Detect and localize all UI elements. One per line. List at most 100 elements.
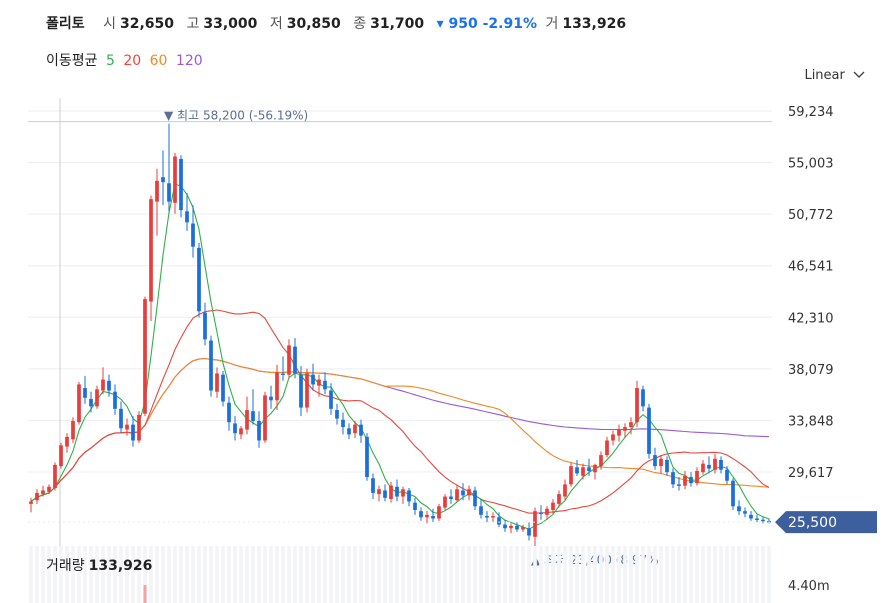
- candle-body: [47, 486, 51, 492]
- candle: [29, 497, 33, 513]
- volume-bar-bg: [35, 546, 39, 603]
- volume-bar-bg: [245, 546, 249, 603]
- candle-body: [677, 484, 681, 486]
- volume-bar-bg: [107, 546, 111, 603]
- candle: [647, 403, 651, 459]
- candle-body: [53, 464, 57, 489]
- candle-body: [755, 518, 759, 520]
- candle: [413, 497, 417, 515]
- candle-body: [713, 458, 717, 470]
- close-value: 31,700: [370, 16, 425, 32]
- volume-bar-bg: [269, 546, 273, 603]
- candle: [77, 381, 81, 425]
- volume-bar-bg: [449, 546, 453, 603]
- candle: [455, 484, 459, 502]
- candle-body: [311, 374, 315, 385]
- volume-bar-bg: [179, 546, 183, 603]
- volume-bar-bg: [323, 546, 327, 603]
- candle-body: [455, 489, 459, 501]
- volume-panel-label: 거래량 133,926: [46, 555, 152, 575]
- candle: [359, 419, 363, 443]
- candle: [713, 453, 717, 474]
- candle-body: [443, 496, 447, 508]
- candle: [101, 367, 105, 395]
- candle: [407, 488, 411, 507]
- candle: [197, 243, 201, 318]
- candle: [545, 506, 549, 520]
- candle: [323, 372, 327, 395]
- volume-bar-bg: [161, 546, 165, 603]
- candle: [605, 436, 609, 458]
- candle-body: [239, 428, 243, 435]
- scale-selector[interactable]: Linear: [804, 68, 865, 83]
- volume-bar-bg: [707, 546, 711, 603]
- candle-body: [407, 490, 411, 502]
- volume-bar-bg: [455, 546, 459, 603]
- volume-bar-bg: [143, 546, 147, 603]
- candle-body: [725, 469, 729, 481]
- ma60-legend[interactable]: 60: [149, 53, 168, 69]
- candle-body: [29, 501, 33, 504]
- ma5-line: [30, 183, 770, 530]
- volume-bar-bg: [683, 546, 687, 603]
- candle-body: [419, 511, 423, 518]
- candle-body: [659, 458, 663, 467]
- candle: [41, 485, 45, 497]
- y-tick-label: 42,310: [788, 311, 834, 326]
- candle: [131, 416, 135, 447]
- volume-bar-bg: [287, 546, 291, 603]
- volume-label: 거: [545, 16, 559, 32]
- candle-body: [701, 463, 705, 473]
- candle: [587, 458, 591, 476]
- ma5-legend[interactable]: 5: [105, 53, 115, 69]
- candle-body: [305, 373, 309, 408]
- volume-bar-bg: [275, 546, 279, 603]
- candle-body: [77, 384, 81, 423]
- volume-bar-bg: [407, 546, 411, 603]
- candle: [425, 511, 429, 524]
- candle-body: [41, 490, 45, 495]
- volume-bar-bg: [443, 546, 447, 603]
- candle: [731, 478, 735, 510]
- candle: [515, 522, 519, 532]
- candle-body: [335, 410, 339, 419]
- candle: [689, 472, 693, 487]
- candle: [683, 470, 687, 490]
- candle: [575, 459, 579, 476]
- candle: [593, 463, 597, 480]
- stock-name: 폴리토: [46, 16, 85, 32]
- candle: [125, 418, 129, 436]
- candle-body: [629, 422, 633, 428]
- candle-body: [449, 496, 453, 499]
- candle-body: [71, 420, 75, 440]
- y-tick-label: 50,772: [788, 208, 834, 223]
- candle: [659, 455, 663, 474]
- candle-body: [527, 528, 531, 536]
- volume-bar-bg: [263, 546, 267, 603]
- candle-body: [611, 434, 615, 441]
- candle: [707, 456, 711, 474]
- volume-bar-bg: [149, 546, 153, 603]
- candle-body: [59, 445, 63, 467]
- ma120-legend[interactable]: 120: [175, 53, 203, 69]
- candle-body: [275, 372, 279, 401]
- volume-bar-bg: [215, 546, 219, 603]
- volume-bar-bg: [191, 546, 195, 603]
- ma20-legend[interactable]: 20: [123, 53, 142, 69]
- volume-bar-bg: [227, 546, 231, 603]
- volume-bar-bg: [551, 546, 555, 603]
- volume-bar-bg: [365, 546, 369, 603]
- candle: [383, 484, 387, 502]
- y-tick-label: 55,003: [788, 157, 834, 172]
- low-label: 저: [269, 16, 283, 32]
- volume-bar-bg: [635, 546, 639, 603]
- volume-bar-bg: [95, 546, 99, 603]
- volume-bar-bg: [485, 546, 489, 603]
- candle: [293, 338, 297, 379]
- candle-body: [509, 525, 513, 529]
- volume-bar-bg: [329, 546, 333, 603]
- volume-bar-bg: [473, 546, 477, 603]
- candle: [653, 447, 657, 470]
- volume-panel: [29, 546, 771, 603]
